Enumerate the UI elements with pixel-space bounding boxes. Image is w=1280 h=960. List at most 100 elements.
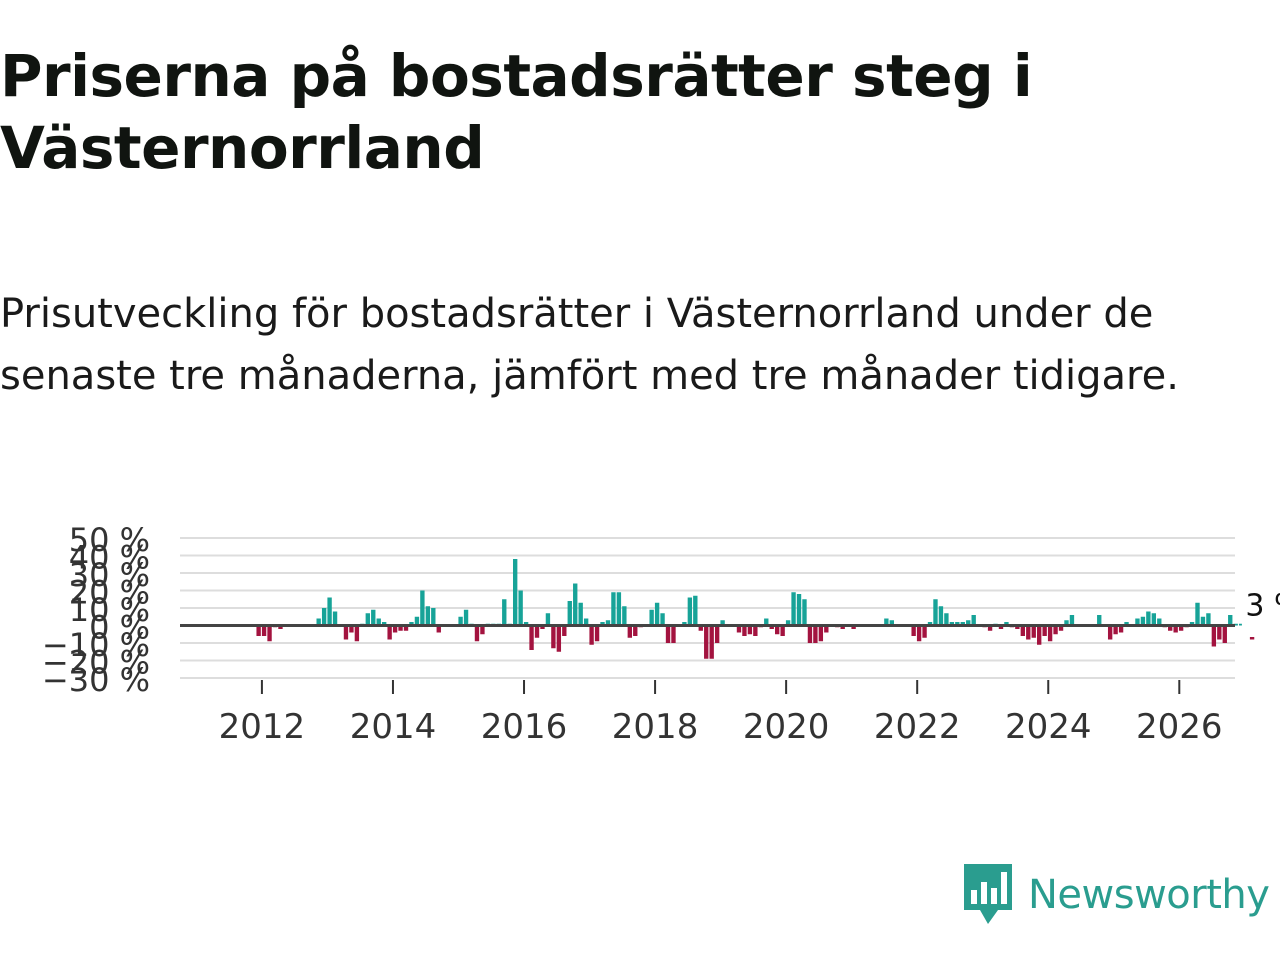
- bar: [1053, 625, 1058, 635]
- bar: [922, 625, 927, 638]
- x-tick-label: 2026: [1136, 707, 1223, 747]
- bar: [1217, 625, 1222, 640]
- bar: [1015, 625, 1020, 629]
- bar: [916, 625, 922, 642]
- bar: [431, 608, 436, 626]
- x-tick-label: 2022: [874, 707, 961, 747]
- y-tick-label: 50 %: [69, 521, 150, 559]
- bar: [949, 622, 955, 626]
- bar: [594, 625, 600, 642]
- y-tick-label: −30 %: [42, 661, 150, 699]
- x-tick-label: 2016: [481, 707, 568, 747]
- bar: [1031, 625, 1036, 638]
- bar: [589, 625, 594, 645]
- bar: [687, 597, 693, 626]
- bar: [387, 625, 392, 640]
- bar: [611, 592, 616, 626]
- bar: [267, 625, 272, 642]
- bar: [944, 613, 949, 626]
- bar: [420, 590, 425, 626]
- bar: [884, 618, 889, 626]
- bar: [971, 615, 976, 626]
- bar: [824, 625, 829, 633]
- bar-layer: [256, 559, 1277, 659]
- bar: [1113, 625, 1118, 635]
- bar: [1195, 602, 1200, 626]
- bar: [1189, 622, 1195, 626]
- bar: [1124, 622, 1129, 626]
- newsworthy-logo-icon: [964, 864, 1012, 924]
- newsworthy-logo-text: Newsworthy: [1028, 872, 1270, 918]
- bar: [474, 625, 480, 642]
- bar: [660, 613, 665, 626]
- bar: [1228, 615, 1233, 626]
- bar: [955, 622, 960, 626]
- bar: [540, 625, 545, 629]
- bar: [1118, 625, 1124, 633]
- bar: [720, 620, 725, 626]
- bar: [261, 625, 267, 636]
- bar: [1173, 625, 1178, 633]
- bar: [600, 622, 605, 626]
- bar: [381, 622, 387, 626]
- x-tick-label: 2014: [350, 707, 437, 747]
- bar: [578, 602, 583, 626]
- bar: [1233, 623, 1238, 626]
- bar: [796, 594, 802, 626]
- bar: [889, 620, 895, 626]
- bar: [1042, 625, 1047, 636]
- bar: [414, 616, 420, 626]
- x-tick-label: 2024: [1005, 707, 1092, 747]
- newsworthy-logo: Newsworthy: [962, 862, 1270, 928]
- bar: [392, 625, 398, 633]
- bar: [927, 622, 933, 626]
- bar: [1238, 623, 1244, 626]
- y-tick-label: 10 %: [69, 591, 150, 629]
- chart-subtitle: Prisutveckling för bostadsrätter i Väste…: [0, 291, 1179, 399]
- bar: [458, 616, 463, 626]
- bar: [933, 599, 938, 626]
- bar: [480, 625, 485, 635]
- bar: [698, 625, 703, 631]
- bar: [998, 625, 1004, 629]
- bar: [1168, 625, 1173, 631]
- bar: [840, 625, 845, 629]
- bar: [764, 618, 769, 626]
- bar: [573, 583, 578, 626]
- bar: [938, 606, 944, 626]
- bar: [649, 609, 654, 626]
- bar: [802, 599, 807, 626]
- bar: [851, 625, 856, 629]
- bar: [960, 622, 965, 626]
- bar: [343, 625, 349, 640]
- bar: [376, 618, 381, 626]
- bar: [693, 595, 698, 626]
- bar: [605, 620, 611, 626]
- bar: [665, 625, 671, 643]
- bar: [398, 625, 403, 631]
- bar: [1211, 625, 1217, 647]
- x-tick-label: 2018: [612, 707, 699, 747]
- axis-layer: [180, 624, 1235, 694]
- bar: [1157, 618, 1162, 626]
- bar: [1146, 611, 1151, 626]
- y-tick-label: −10 %: [42, 626, 150, 664]
- bar: [349, 625, 354, 633]
- bar: [1064, 620, 1069, 626]
- bar: [371, 609, 376, 626]
- last-value-label: 3 %: [1245, 589, 1280, 624]
- bar: [316, 618, 321, 626]
- bar: [714, 625, 720, 643]
- bar: [1200, 616, 1206, 626]
- bar: [583, 618, 589, 626]
- bar: [818, 625, 824, 642]
- bar: [1206, 613, 1211, 626]
- bar: [1037, 625, 1042, 645]
- bar: [518, 590, 523, 626]
- bar: [1058, 625, 1064, 631]
- bar: [616, 592, 622, 626]
- bar: [1135, 618, 1140, 626]
- bar: [966, 620, 971, 626]
- bar: [742, 625, 747, 636]
- bar: [354, 625, 360, 642]
